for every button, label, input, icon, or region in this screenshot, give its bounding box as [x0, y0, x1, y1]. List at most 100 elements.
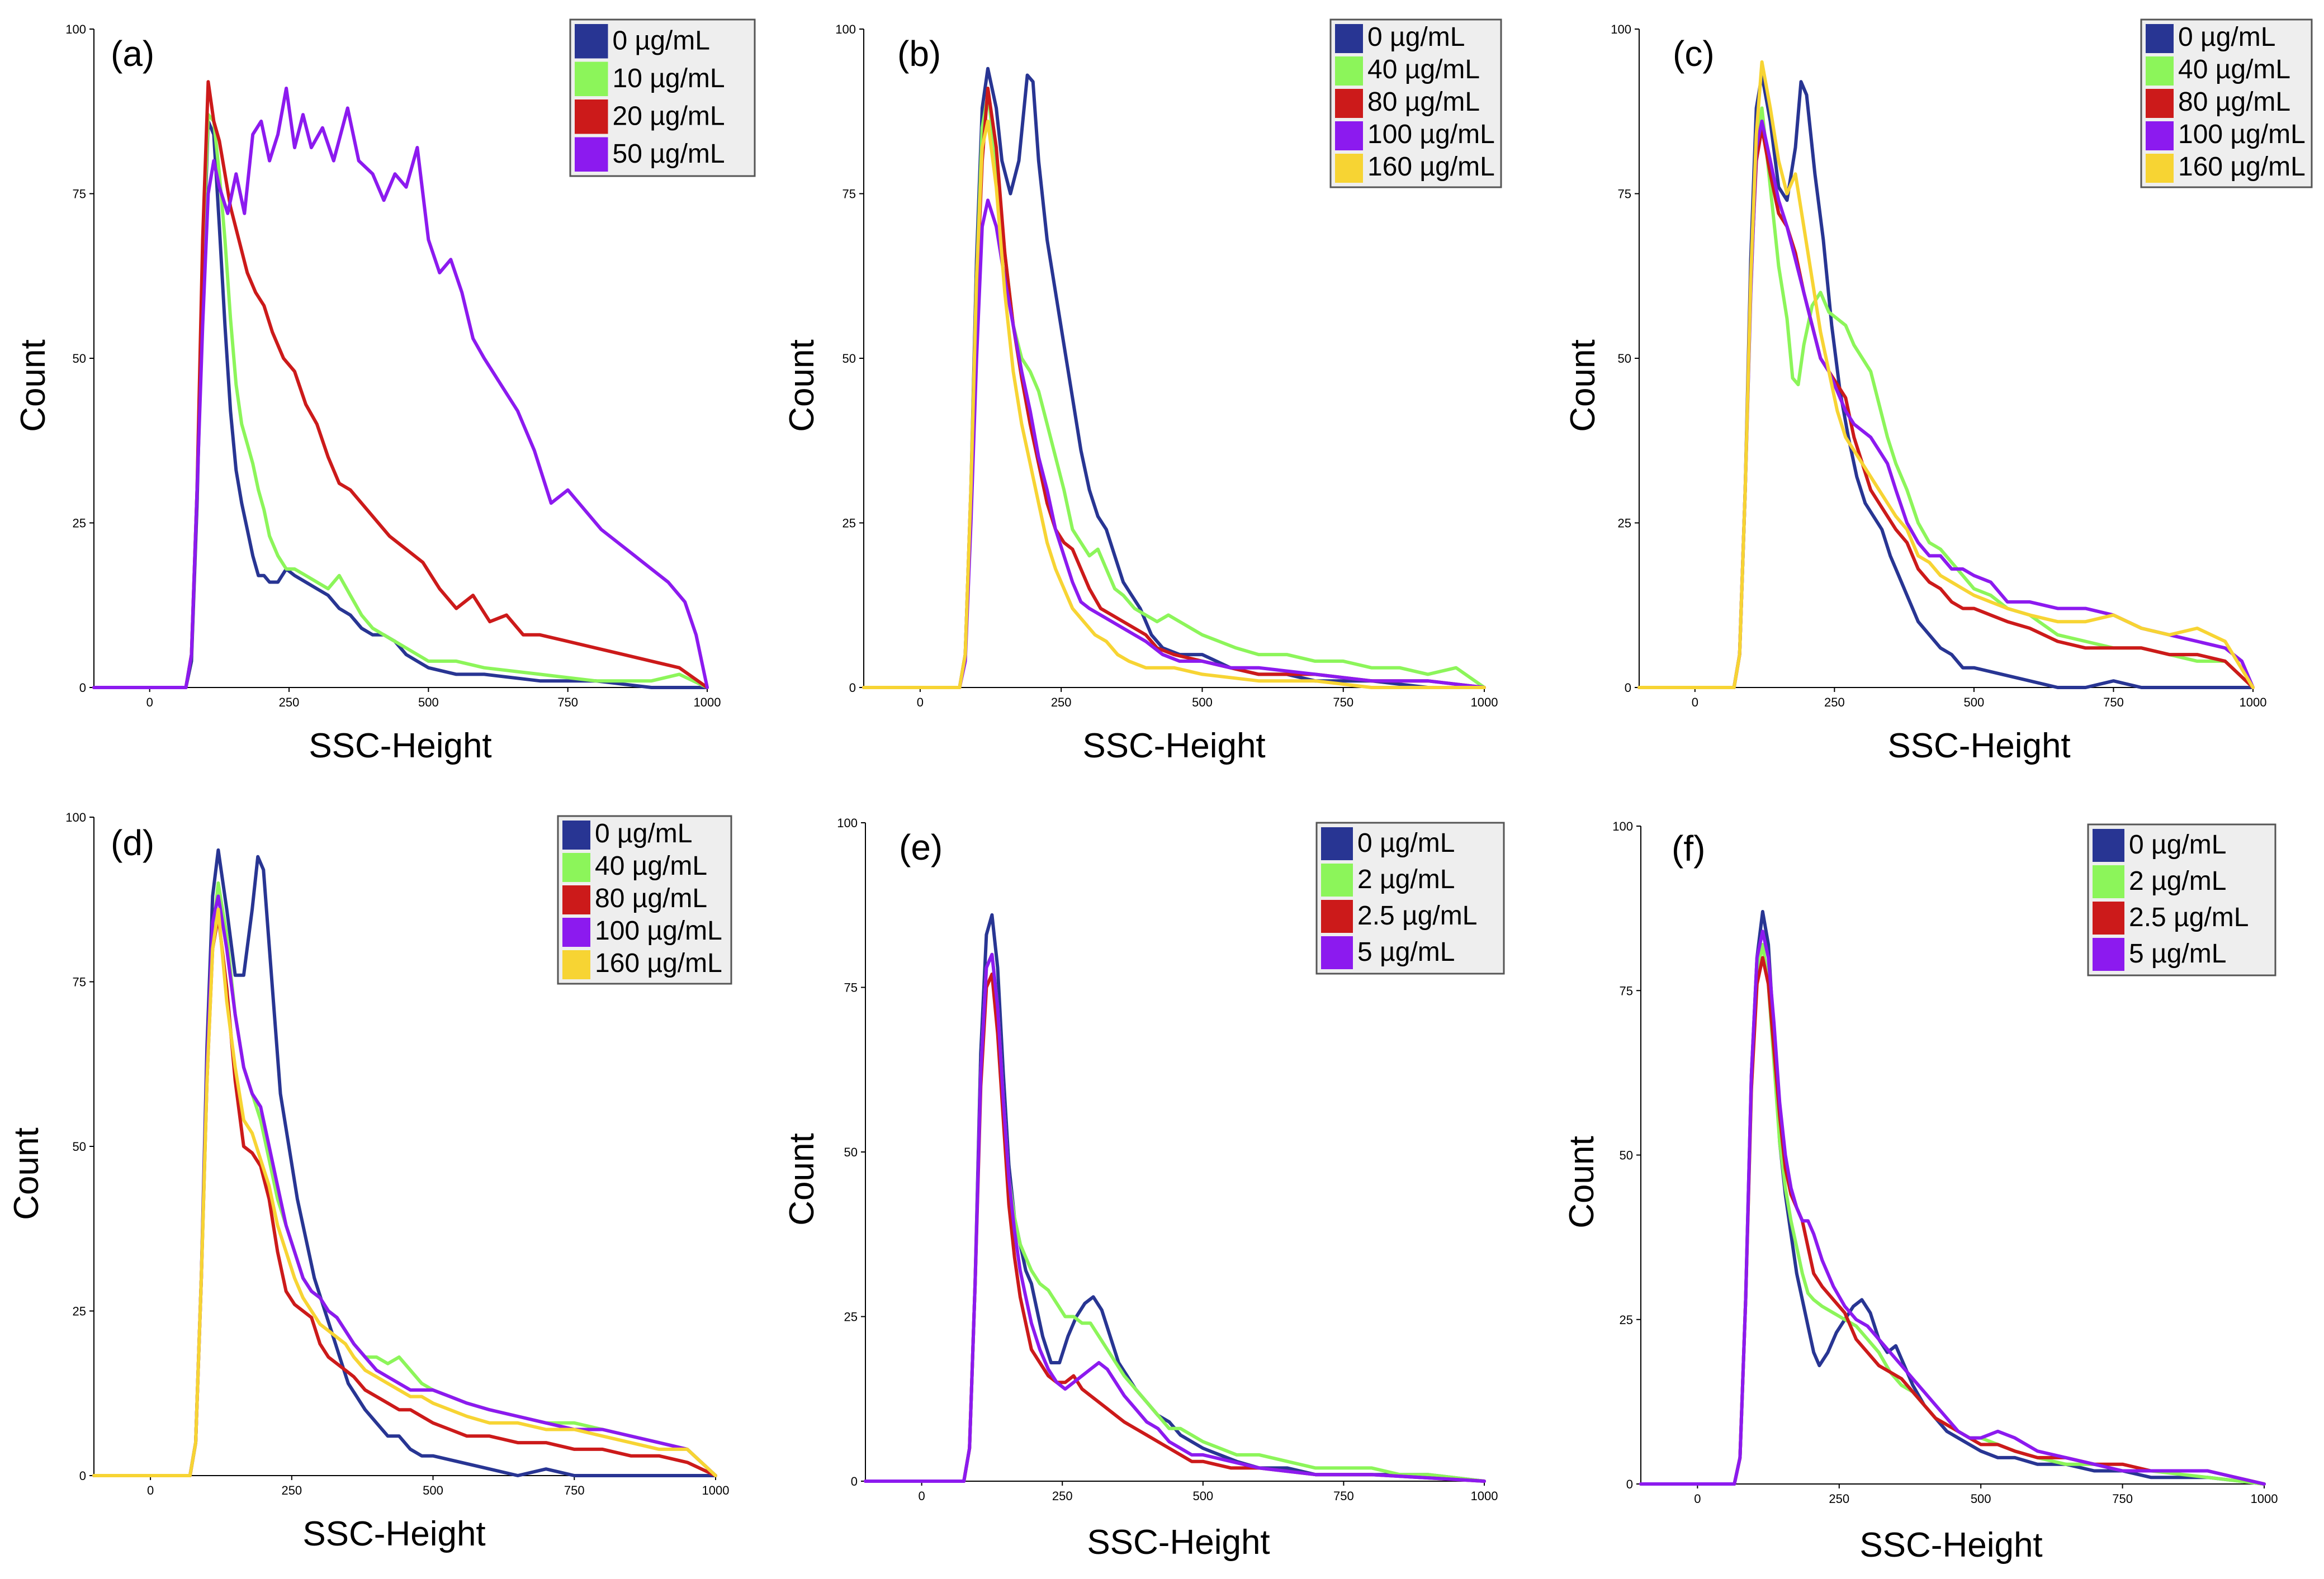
y-tick-label: 75 [73, 187, 86, 201]
legend-entry: 80 µg/mL [1367, 87, 1480, 117]
y-tick-label: 75 [73, 975, 86, 989]
legend: 0 µg/mL 2 µg/mL 2.5 µg/mL 5 µg/mL [2087, 823, 2276, 976]
x-tick-label: 750 [2112, 1492, 2133, 1506]
legend-entry: 5 µg/mL [2129, 939, 2226, 969]
y-tick-label: 100 [65, 22, 86, 36]
legend-swatch [1321, 936, 1353, 969]
legend-swatch [575, 137, 608, 172]
x-tick-label: 0 [146, 695, 153, 709]
legend-entry: 0 µg/mL [595, 819, 692, 848]
y-tick-label: 75 [842, 187, 856, 201]
series-line-4 [92, 894, 717, 1477]
legend-swatch [2146, 56, 2174, 86]
legend-swatch [1335, 24, 1363, 53]
y-axis-label: Count [783, 1133, 821, 1225]
legend-entry: 2.5 µg/mL [2129, 903, 2249, 932]
x-axis-label: SSC-Height [1087, 1523, 1270, 1562]
y-tick-label: 50 [844, 1145, 858, 1159]
legend-entry: 5 µg/mL [1357, 937, 1455, 967]
x-axis-label: SSC-Height [302, 1515, 485, 1553]
legend-entry: 10 µg/mL [613, 64, 725, 93]
legend-swatch [2093, 829, 2124, 862]
legend-entry: 0 µg/mL [613, 26, 710, 56]
panel-label: (e) [899, 827, 943, 867]
legend: 0 µg/mL 2 µg/mL 2.5 µg/mL 5 µg/mL [1315, 822, 1505, 975]
x-tick-label: 1000 [2240, 695, 2267, 709]
y-tick-label: 0 [851, 1474, 858, 1488]
y-axis-label: Count [1564, 339, 1602, 432]
series-line-1 [1639, 910, 2266, 1486]
legend-entry: 2.5 µg/mL [1357, 901, 1477, 931]
x-tick-label: 750 [1333, 695, 1353, 709]
y-tick-label: 25 [1618, 516, 1631, 530]
series-line-4 [1639, 930, 2266, 1486]
y-tick-label: 100 [65, 810, 86, 824]
legend-swatch [2093, 865, 2124, 898]
y-tick-label: 25 [73, 516, 86, 530]
series-line-2 [1637, 106, 2255, 689]
legend-swatch [562, 885, 590, 914]
x-tick-label: 250 [279, 695, 300, 709]
legend-entry: 40 µg/mL [2178, 55, 2290, 84]
legend-entry: 100 µg/mL [595, 916, 722, 946]
x-tick-label: 750 [564, 1483, 585, 1497]
x-tick-label: 1000 [1471, 695, 1498, 709]
x-tick-label: 500 [423, 1483, 443, 1497]
series-line-1 [92, 848, 717, 1477]
series-line-4 [1637, 119, 2255, 689]
legend-entry: 50 µg/mL [613, 139, 725, 169]
x-tick-label: 250 [1829, 1492, 1849, 1506]
legend-swatch [2093, 902, 2124, 935]
legend-swatch [2146, 154, 2174, 183]
legend-swatch [2146, 121, 2174, 150]
x-axis-label: SSC-Height [1887, 727, 2070, 765]
y-axis-label: Count [14, 339, 53, 432]
y-tick-label: 0 [1625, 681, 1631, 695]
legend-swatch [575, 99, 608, 134]
series-line-3 [864, 972, 1486, 1483]
x-axis-label: SSC-Height [309, 727, 491, 765]
x-tick-label: 0 [917, 695, 924, 709]
legend-entry: 0 µg/mL [1357, 828, 1455, 858]
legend-swatch [562, 821, 590, 850]
series-line-3 [1639, 956, 2266, 1486]
legend-entry: 0 µg/mL [1367, 22, 1465, 52]
series-line-5 [862, 119, 1486, 689]
series-line-4 [864, 952, 1486, 1483]
legend-swatch [2146, 24, 2174, 53]
legend-swatch [575, 24, 608, 59]
legend-entry: 40 µg/mL [595, 851, 707, 881]
series-line-4 [92, 87, 709, 689]
legend: 0 µg/mL 40 µg/mL 80 µg/mL 100 µg/mL 160 µg/m… [557, 815, 732, 985]
legend-swatch [1321, 864, 1353, 897]
y-tick-label: 75 [1620, 984, 1633, 998]
y-tick-label: 75 [844, 981, 858, 995]
y-tick-label: 25 [73, 1305, 86, 1319]
legend-swatch [1335, 56, 1363, 86]
panel-label: (f) [1672, 828, 1705, 869]
series-line-2 [864, 952, 1486, 1483]
legend-swatch [1321, 900, 1353, 933]
y-tick-label: 25 [1620, 1313, 1633, 1327]
x-tick-label: 0 [147, 1483, 154, 1497]
y-tick-label: 100 [1612, 819, 1633, 833]
series-line-4 [862, 198, 1486, 689]
x-tick-label: 750 [2103, 695, 2124, 709]
legend-swatch [2093, 938, 2124, 971]
legend-swatch [562, 950, 590, 979]
y-axis-label: Count [783, 339, 821, 432]
legend: 0 µg/mL 40 µg/mL 80 µg/mL 100 µg/mL 160 µg/m… [2140, 18, 2313, 188]
legend-entry: 100 µg/mL [2178, 120, 2306, 149]
legend-entry: 80 µg/mL [595, 884, 707, 913]
legend-entry: 0 µg/mL [2178, 22, 2275, 52]
panel-label: (c) [1673, 34, 1715, 74]
y-axis-label: Count [1563, 1136, 1601, 1228]
panel-label: (a) [111, 34, 154, 74]
x-tick-label: 750 [1333, 1489, 1354, 1503]
legend-swatch [1335, 121, 1363, 150]
x-tick-label: 500 [1192, 695, 1213, 709]
